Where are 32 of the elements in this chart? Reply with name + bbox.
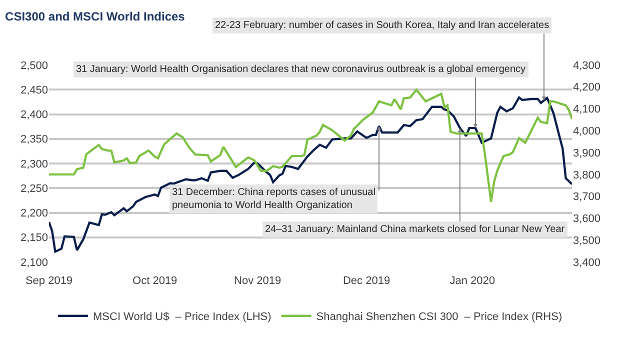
y-tick-label: 2,450 <box>20 84 48 96</box>
annotation: 24–31 January: Mainland China markets closed for Lunar New Year <box>265 224 566 235</box>
y-tick-label: 2,200 <box>20 208 48 220</box>
y2-tick-label: 4,000 <box>573 126 601 138</box>
y2-tick-label: 4,300 <box>573 60 601 72</box>
y-tick-label: 2,250 <box>20 182 48 195</box>
y2-tick-label: 3,900 <box>573 147 601 160</box>
x-tick-label: Dec 2019 <box>342 275 390 287</box>
x-tick-label: Sep 2019 <box>25 275 73 287</box>
y-tick-label: 2,150 <box>20 232 48 244</box>
line-series <box>49 96 572 253</box>
chart-title: CSI300 and MSCI World Indices <box>5 9 186 24</box>
y-tick-label: 2,300 <box>20 158 48 170</box>
x-tick-label: Nov 2019 <box>234 275 282 287</box>
y2-tick-label: 3,400 <box>573 256 601 269</box>
legend-label: Shanghai Shenzhen CSI 300 – Price Index (RHS) <box>316 311 562 324</box>
y-tick-label: 2,100 <box>20 256 48 269</box>
y2-tick-label: 4,200 <box>573 82 601 94</box>
x-tick-label: Oct 2019 <box>132 275 178 287</box>
y2-tick-label: 3,800 <box>573 169 601 182</box>
annotation: 22-23 February: number of cases in South Korea, Italy and Iran accelerates <box>215 20 550 31</box>
y2-tick-label: 4,100 <box>573 104 601 116</box>
y2-tick-label: 3,500 <box>573 234 601 247</box>
x-tick-label: Jan 2020 <box>450 275 496 287</box>
y2-tick-label: 3,700 <box>573 191 601 204</box>
y2-tick-label: 3,600 <box>573 213 601 226</box>
y-tick-label: 2,350 <box>20 134 48 146</box>
annotation: 31 December: China reports cases of unusual pneumonia to World Health Organization <box>172 187 376 211</box>
annotation: 31 January: World Health Organisation declares that new coronavirus outbreak is a global emergency <box>76 64 526 75</box>
legend-label: MSCI World U$ – Price Index (LHS) <box>93 311 272 324</box>
y-tick-label: 2,500 <box>20 60 48 72</box>
y-tick-label: 2,400 <box>20 109 48 122</box>
